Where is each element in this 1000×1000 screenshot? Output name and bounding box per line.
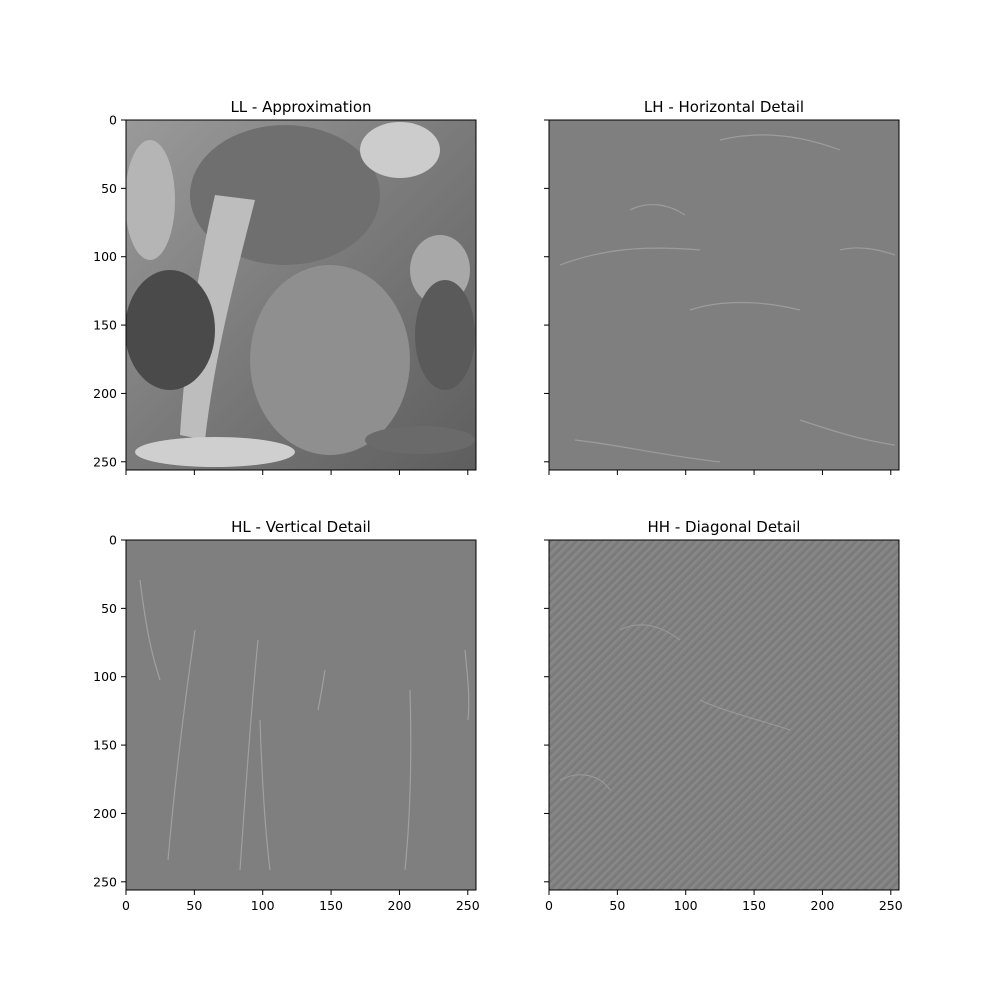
- panel-lh-horizontal-detail: LH - Horizontal Detail: [544, 98, 900, 475]
- y-tick-label: 150: [93, 738, 117, 753]
- x-tick-label: 250: [879, 898, 903, 913]
- x-tick-label: 200: [388, 898, 412, 913]
- x-tick-label: 0: [545, 898, 553, 913]
- x-tick-label: 150: [742, 898, 766, 913]
- x-tick-label: 250: [456, 898, 480, 913]
- axes-frame: [548, 539, 900, 891]
- y-tick-label: 0: [109, 533, 117, 548]
- panel-title: HL - Vertical Detail: [231, 518, 371, 536]
- x-tick-label: 0: [122, 898, 130, 913]
- y-tick-label: 0: [109, 113, 117, 128]
- axes-frame: [548, 119, 900, 471]
- panel-title: LL - Approximation: [230, 98, 371, 116]
- x-tick-label: 100: [674, 898, 698, 913]
- vertical-detail-image: [126, 540, 476, 890]
- vertical-detail-edges: [139, 579, 470, 871]
- horizontal-detail-edges: [559, 134, 896, 463]
- y-tick-label: 50: [101, 181, 117, 196]
- y-tick-label: 200: [93, 386, 117, 401]
- panel-title: HH - Diagonal Detail: [648, 518, 801, 536]
- y-tick-label: 150: [93, 318, 117, 333]
- diagonal-detail-image: [549, 540, 899, 890]
- x-tick-label: 50: [186, 898, 202, 913]
- y-tick-label: 100: [93, 249, 117, 264]
- panel-title: LH - Horizontal Detail: [644, 98, 804, 116]
- y-tick-label: 200: [93, 806, 117, 821]
- diagonal-detail-edges: [559, 624, 791, 791]
- y-tick-label: 100: [93, 669, 117, 684]
- x-tick-label: 100: [251, 898, 275, 913]
- panel-hl-vertical-detail: HL - Vertical Detail 0 50 100 150 200 250 0 50 1…: [93, 518, 480, 913]
- tick-group: 0 50 100 150 200 250: [544, 539, 903, 913]
- panel-ll-approximation: LL - Approximation 0 50 100 150 200 250: [93, 98, 477, 475]
- approximation-image-shapes: [126, 122, 475, 467]
- tick-group: [544, 119, 892, 475]
- axes-frame: [125, 539, 477, 891]
- y-tick-label: 50: [101, 601, 117, 616]
- horizontal-detail-image: [549, 120, 899, 470]
- y-tick-label: 250: [93, 874, 117, 889]
- x-tick-label: 150: [319, 898, 343, 913]
- x-tick-label: 50: [609, 898, 625, 913]
- y-tick-label: 250: [93, 454, 117, 469]
- panel-hh-diagonal-detail: HH - Diagonal Detail 0 50 100 150 200 250: [544, 518, 903, 913]
- axes-frame: [125, 119, 477, 471]
- x-tick-label: 200: [811, 898, 835, 913]
- tick-group: 0 50 100 150 200 250: [93, 113, 469, 475]
- tick-group: 0 50 100 150 200 250 0 50 100 150 200 250: [93, 533, 480, 914]
